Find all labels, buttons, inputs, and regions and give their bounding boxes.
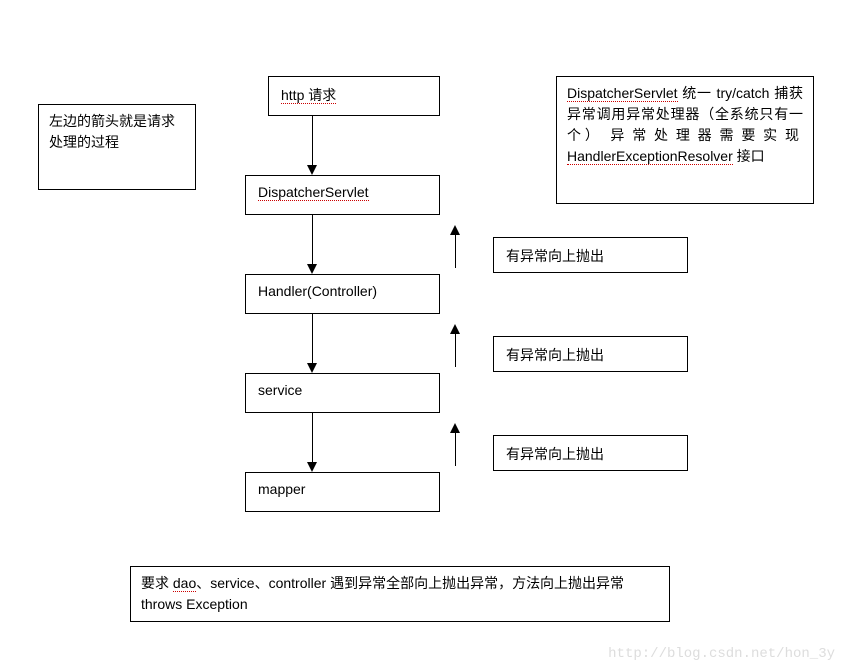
- arrow-up-1-head: [450, 225, 460, 235]
- right-note-line4b: 接口: [733, 148, 765, 164]
- right-note-line3: 异常处理器需要实现: [610, 127, 803, 143]
- arrow-up-3-line: [455, 433, 456, 466]
- arrow-down-4-line: [312, 413, 313, 462]
- watermark-text: http://blog.csdn.net/hon_3y: [608, 646, 835, 662]
- right-note-box: DispatcherServlet 统一 try/catch 捕获异常调用异常处…: [556, 76, 814, 204]
- bottom-note-c: 、service、controller 遇到异常全部向上抛出异常，方法向上抛出异…: [141, 575, 624, 612]
- right-note-dispatcher: DispatcherServlet: [567, 85, 678, 102]
- arrow-down-1-line: [312, 116, 313, 165]
- arrow-up-2-line: [455, 334, 456, 367]
- arrow-down-3-head: [307, 363, 317, 373]
- throw-box-3: 有异常向上抛出: [493, 435, 688, 471]
- throw-box-1-label: 有异常向上抛出: [506, 248, 604, 264]
- left-note-text: 左边的箭头就是请求处理的过程: [49, 113, 175, 150]
- arrow-up-2-head: [450, 324, 460, 334]
- node-mapper-label: mapper: [258, 481, 305, 497]
- bottom-note-b: dao: [173, 575, 196, 592]
- node-http: http 请求: [268, 76, 440, 116]
- node-service: service: [245, 373, 440, 413]
- arrow-down-1-head: [307, 165, 317, 175]
- bottom-note-a: 要求: [141, 575, 173, 591]
- bottom-note-box: 要求 dao、service、controller 遇到异常全部向上抛出异常，方…: [130, 566, 670, 622]
- arrow-down-2-head: [307, 264, 317, 274]
- arrow-up-3-head: [450, 423, 460, 433]
- throw-box-1: 有异常向上抛出: [493, 237, 688, 273]
- node-dispatcher-label: DispatcherServlet: [258, 184, 369, 201]
- node-handler: Handler(Controller): [245, 274, 440, 314]
- arrow-down-2-line: [312, 215, 313, 264]
- left-note-box: 左边的箭头就是请求处理的过程: [38, 104, 196, 190]
- node-dispatcher: DispatcherServlet: [245, 175, 440, 215]
- arrow-down-3-line: [312, 314, 313, 363]
- node-mapper: mapper: [245, 472, 440, 512]
- throw-box-2-label: 有异常向上抛出: [506, 347, 604, 363]
- node-http-label: http 请求: [281, 87, 336, 104]
- node-service-label: service: [258, 382, 302, 398]
- throw-box-2: 有异常向上抛出: [493, 336, 688, 372]
- right-note-line1b: 统一 try/catch: [678, 85, 770, 101]
- node-handler-label: Handler(Controller): [258, 283, 377, 299]
- arrow-up-1-line: [455, 235, 456, 268]
- arrow-down-4-head: [307, 462, 317, 472]
- right-note-resolver: HandlerExceptionResolver: [567, 148, 733, 165]
- throw-box-3-label: 有异常向上抛出: [506, 446, 604, 462]
